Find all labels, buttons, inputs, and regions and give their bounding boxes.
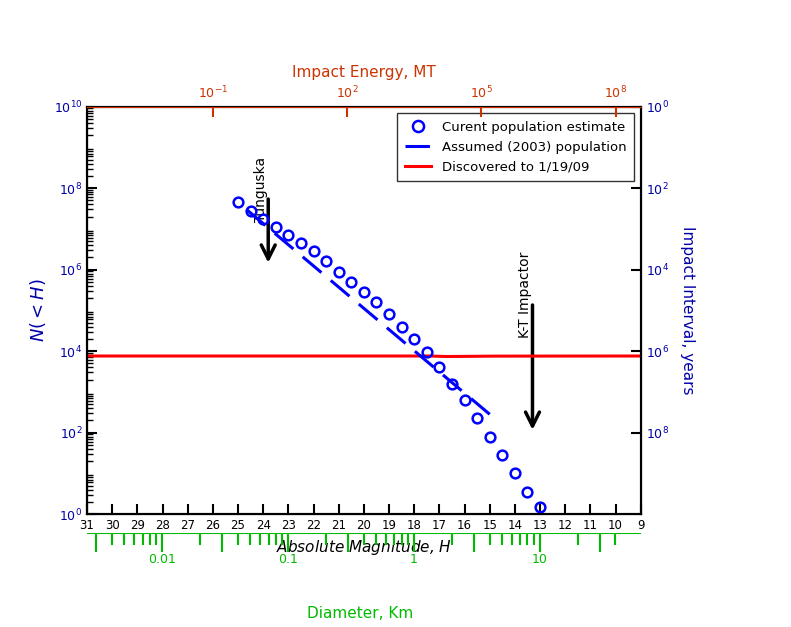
Text: K-T Impactor: K-T Impactor	[518, 252, 532, 338]
Text: Tunguska: Tunguska	[254, 157, 268, 221]
Text: 0.1: 0.1	[278, 553, 298, 566]
Y-axis label: Impact Interval, years: Impact Interval, years	[679, 226, 694, 394]
Legend: Curent population estimate, Assumed (2003) population, Discovered to 1/19/09: Curent population estimate, Assumed (200…	[397, 113, 634, 181]
Text: 10: 10	[532, 553, 547, 566]
X-axis label: Absolute Magnitude, $H$: Absolute Magnitude, $H$	[276, 537, 452, 557]
X-axis label: Impact Energy, MT: Impact Energy, MT	[292, 65, 436, 80]
Text: Diameter, Km: Diameter, Km	[307, 606, 413, 621]
Text: 0.01: 0.01	[148, 553, 176, 566]
Y-axis label: $N(<H)$: $N(<H)$	[28, 278, 48, 342]
Text: 1: 1	[410, 553, 418, 566]
